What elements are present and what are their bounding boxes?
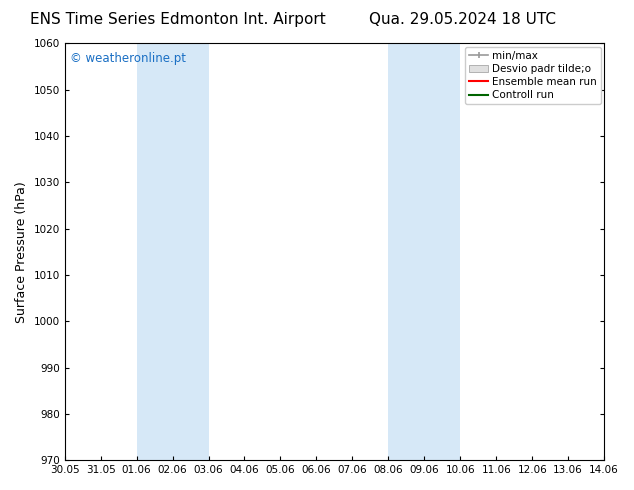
Bar [136,44,209,460]
Text: Qua. 29.05.2024 18 UTC: Qua. 29.05.2024 18 UTC [370,12,556,27]
Text: © weatheronline.pt: © weatheronline.pt [70,52,186,65]
Text: ENS Time Series Edmonton Int. Airport: ENS Time Series Edmonton Int. Airport [30,12,325,27]
Y-axis label: Surface Pressure (hPa): Surface Pressure (hPa) [15,181,28,323]
Bar [389,44,460,460]
Legend: min/max, Desvio padr tilde;o, Ensemble mean run, Controll run: min/max, Desvio padr tilde;o, Ensemble m… [465,47,601,104]
